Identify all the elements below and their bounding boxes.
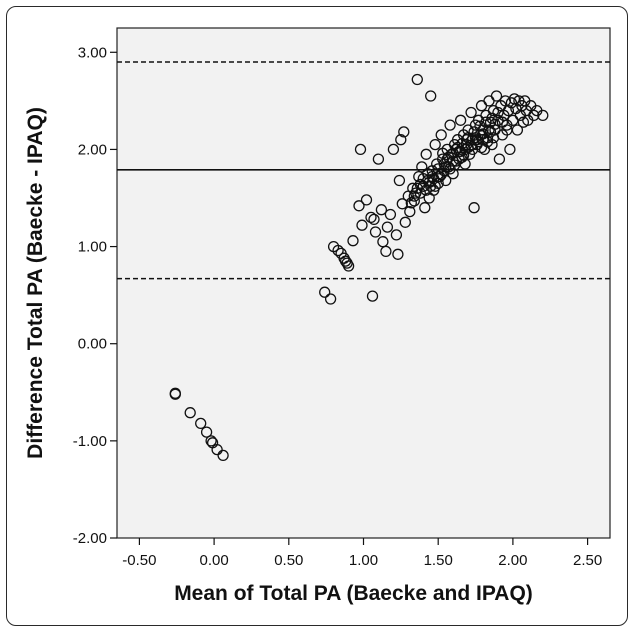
data-point: [354, 143, 367, 156]
data-point: [437, 147, 449, 159]
data-point: [435, 129, 447, 141]
data-point: [375, 204, 388, 216]
y-tick-label: 3.00: [78, 44, 107, 61]
data-point: [393, 174, 406, 187]
data-point: [396, 198, 408, 210]
data-point: [408, 190, 420, 202]
data-point: [487, 132, 500, 144]
x-tick-label: 2.00: [498, 552, 527, 569]
data-point: [392, 248, 404, 260]
data-point: [419, 202, 431, 214]
y-tick-label: -2.00: [73, 530, 107, 547]
data-point: [429, 138, 441, 151]
data-point: [428, 172, 440, 185]
data-point: [457, 149, 470, 161]
data-point: [387, 143, 400, 156]
x-tick-label: 1.00: [349, 552, 378, 569]
data-point: [481, 136, 494, 148]
y-axis: 3.00 2.00 1.00 0.00 -1.00 -2.00: [73, 44, 117, 547]
data-point: [460, 134, 473, 146]
data-point: [465, 106, 477, 119]
data-point: [416, 161, 428, 173]
data-point: [502, 104, 515, 117]
data-point: [537, 109, 549, 122]
data-point: [504, 143, 516, 156]
data-point: [420, 148, 432, 160]
data-point: [425, 90, 437, 102]
x-tick-label: 0.00: [200, 552, 229, 569]
reference-lines: [117, 61, 610, 280]
data-point: [454, 114, 467, 126]
data-point: [466, 143, 479, 156]
data-point: [425, 180, 437, 192]
data-point: [347, 235, 359, 247]
data-point: [486, 112, 498, 124]
data-point: [399, 216, 411, 228]
data-point: [443, 151, 455, 163]
data-point: [369, 226, 382, 238]
data-point: [448, 159, 461, 171]
y-tick-label: 1.00: [78, 239, 107, 256]
data-point: [356, 219, 368, 231]
data-point: [324, 293, 337, 305]
plot-area: [116, 27, 611, 539]
x-axis: -0.50 0.00 0.50 1.00 1.50 2.00 2.50: [122, 538, 602, 569]
data-point: [398, 126, 410, 138]
data-point: [353, 200, 365, 212]
data-point: [472, 136, 485, 148]
data-point: [200, 426, 213, 438]
x-tick-label: 0.50: [274, 552, 303, 569]
y-tick-label: 0.00: [78, 336, 107, 353]
x-tick-label: 1.50: [424, 552, 453, 569]
data-point: [319, 286, 331, 298]
x-tick-label: 2.50: [573, 552, 602, 569]
data-point: [493, 153, 506, 165]
data-point: [342, 260, 355, 272]
data-point: [451, 141, 464, 154]
data-point: [395, 134, 407, 146]
data-point: [405, 197, 417, 209]
data-point: [205, 435, 217, 447]
data-point: [381, 221, 394, 233]
data-point: [365, 211, 377, 224]
data-point: [501, 124, 513, 136]
y-tick-label: 2.00: [78, 141, 107, 158]
x-axis-title: Mean of Total PA (Baecke and IPAQ): [174, 582, 533, 605]
data-point: [490, 90, 503, 102]
data-point: [475, 141, 488, 154]
data-point: [195, 417, 207, 430]
data-points: [169, 73, 549, 462]
data-point: [444, 119, 456, 131]
data-point: [437, 153, 449, 165]
data-point: [408, 195, 420, 207]
x-tick-label: -0.50: [122, 552, 156, 569]
data-point: [217, 449, 229, 462]
data-point: [468, 202, 480, 214]
data-point: [360, 194, 373, 206]
data-point: [184, 407, 196, 419]
data-point: [211, 443, 223, 456]
data-point: [492, 106, 504, 119]
data-point: [404, 205, 416, 218]
data-point: [372, 153, 385, 165]
data-point: [332, 244, 344, 257]
data-point: [414, 178, 426, 191]
y-tick-label: -1.00: [73, 433, 107, 450]
data-point: [411, 73, 423, 86]
data-point: [380, 245, 392, 258]
data-point: [390, 229, 403, 241]
data-point: [484, 126, 497, 138]
bland-altman-chart: -0.50 0.00 0.50 1.00 1.50 2.00 2.50 3.00 2.00 1.…: [24, 27, 611, 605]
data-point: [384, 208, 397, 221]
data-point: [366, 290, 379, 302]
data-point: [169, 388, 181, 400]
y-axis-title: Difference Total PA (Baecke - IPAQ): [24, 107, 47, 459]
data-point: [368, 213, 380, 226]
